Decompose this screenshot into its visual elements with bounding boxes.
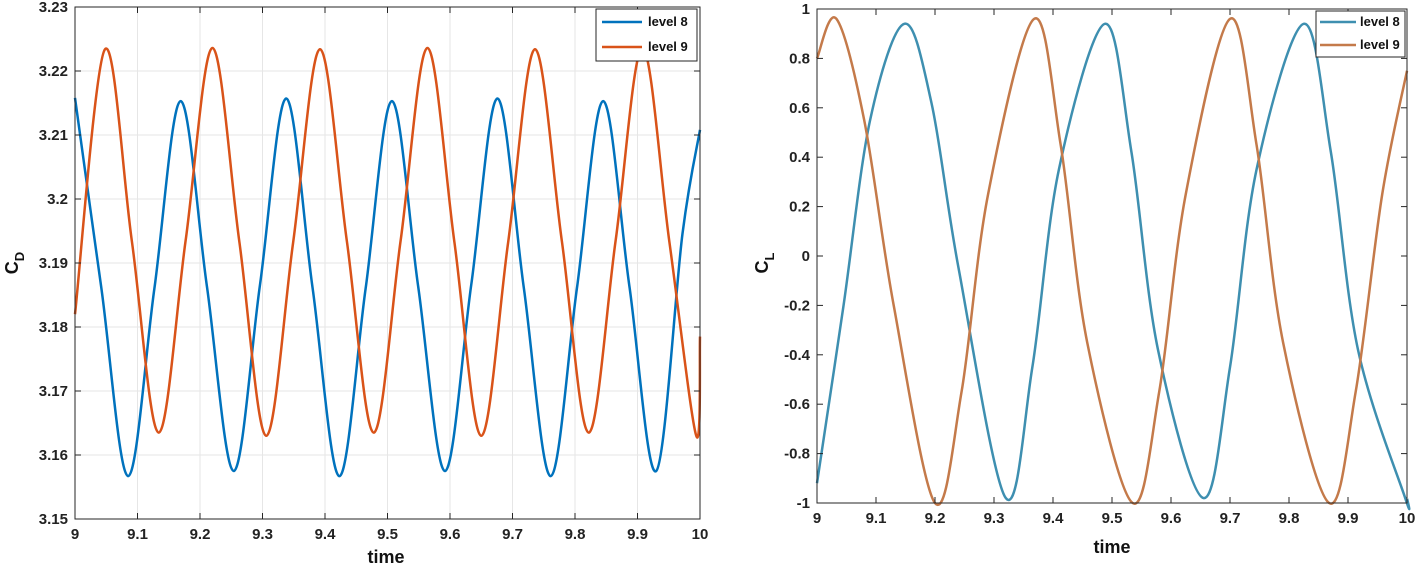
y-axis-label-main: C	[752, 260, 772, 273]
y-tick-label: 0.4	[789, 149, 811, 166]
x-tick-label: 10	[1399, 510, 1416, 527]
y-tick-label: -0.8	[784, 446, 810, 463]
x-tick-label: 9.4	[1043, 510, 1065, 527]
x-axis-label: time	[367, 547, 404, 567]
y-tick-label: 0.2	[789, 199, 810, 216]
x-tick-label: 9.6	[440, 526, 461, 543]
series-line-level-9	[815, 16, 1409, 507]
y-tick-label: 3.2	[47, 191, 68, 208]
y-axis-label: CD	[2, 252, 27, 274]
y-axis-label-subscript: D	[12, 252, 27, 261]
x-tick-label: 9.5	[377, 526, 398, 543]
x-tick-label: 9	[71, 526, 79, 543]
x-tick-label: 9.8	[565, 526, 586, 543]
x-axis-label: time	[1093, 537, 1130, 557]
legend-label-level-9: level 9	[648, 39, 688, 54]
y-tick-label: 1	[802, 1, 810, 18]
series-line-level-9	[73, 46, 702, 439]
y-tick-label: -0.2	[784, 297, 810, 314]
y-tick-label: -0.6	[784, 396, 810, 413]
legend: level 8 level 9	[1315, 10, 1406, 58]
y-tick-label: -1	[797, 495, 810, 512]
x-tick-label: 9.5	[1102, 510, 1123, 527]
y-tick-label: 3.21	[39, 127, 68, 144]
legend-label-level-9: level 9	[1360, 37, 1400, 52]
y-tick-label: 3.17	[39, 383, 68, 400]
legend-label-level-8: level 8	[648, 14, 688, 29]
y-axis-label: CL	[752, 252, 777, 273]
y-axis-label-main: C	[2, 261, 22, 274]
legend-label-level-8: level 8	[1360, 14, 1400, 29]
x-tick-label: 9.2	[925, 510, 946, 527]
y-axis-label-subscript: L	[762, 252, 777, 260]
y-tick-label: 0.6	[789, 100, 810, 117]
legend-box	[595, 8, 698, 62]
x-tick-label: 10	[692, 526, 709, 543]
x-tick-label: 9.6	[1161, 510, 1182, 527]
x-tick-label: 9.1	[127, 526, 148, 543]
series-layer	[73, 46, 702, 478]
y-tick-label: 3.16	[39, 447, 68, 464]
grid-lines	[75, 7, 700, 519]
x-tick-label: 9.9	[1338, 510, 1359, 527]
legend: level 8 level 9	[595, 8, 698, 62]
x-tick-label: 9.3	[984, 510, 1005, 527]
legend-box	[1315, 10, 1406, 58]
x-tick-label: 9.8	[1279, 510, 1300, 527]
series-line-level-8	[815, 22, 1411, 511]
y-tick-label: -0.4	[784, 347, 811, 364]
y-tick-label: 3.23	[39, 0, 68, 16]
y-tick-label: 0.8	[789, 50, 810, 67]
x-tick-label: 9	[813, 510, 821, 527]
x-tick-label: 9.2	[190, 526, 211, 543]
x-tick-label: 9.9	[627, 526, 648, 543]
y-tick-label: 3.19	[39, 255, 68, 272]
x-tick-label: 9.4	[315, 526, 337, 543]
lift-coefficient-chart: 9 9.1 9.2 9.3 9.4 9.5 9.6 9.7 9.8 9.9 10-1-0.8-0.6…	[752, 1, 1415, 557]
y-tick-label: 0	[802, 248, 810, 265]
tick-layer: 9 9.1 9.2 9.3 9.4 9.5 9.6 9.7 9.8 9.9 10-1-0.8-0.6…	[784, 1, 1415, 527]
x-tick-label: 9.3	[252, 526, 273, 543]
series-line-level-8	[73, 97, 702, 478]
x-tick-label: 9.1	[866, 510, 887, 527]
x-tick-label: 9.7	[1220, 510, 1241, 527]
series-layer	[815, 16, 1411, 511]
plot-area	[817, 9, 1407, 503]
y-tick-label: 3.18	[39, 319, 68, 336]
drag-coefficient-chart: 9 9.1 9.2 9.3 9.4 9.5 9.6 9.7 9.8 9.9 10 3.15 3.16 3.…	[2, 0, 708, 567]
x-tick-label: 9.7	[502, 526, 523, 543]
tick-layer: 9 9.1 9.2 9.3 9.4 9.5 9.6 9.7 9.8 9.9 10 3.15 3.16 3.…	[39, 0, 709, 543]
y-tick-label: 3.15	[39, 511, 68, 528]
y-tick-label: 3.22	[39, 63, 68, 80]
